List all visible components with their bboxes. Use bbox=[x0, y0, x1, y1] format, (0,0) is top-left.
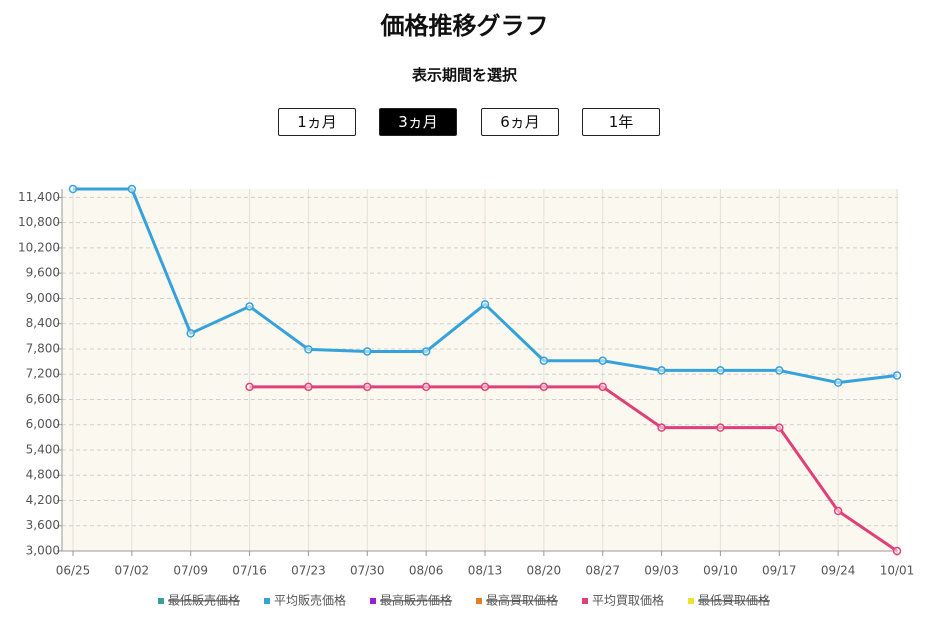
y-tick-label: 11,400 bbox=[18, 190, 60, 204]
legend-swatch bbox=[582, 598, 588, 604]
legend-swatch bbox=[476, 598, 482, 604]
period-button[interactable]: 6ヵ月 bbox=[481, 108, 559, 136]
x-tick-label: 07/16 bbox=[232, 564, 267, 578]
y-tick-label: 5,400 bbox=[26, 442, 60, 456]
x-tick-label: 07/09 bbox=[173, 564, 208, 578]
data-point bbox=[363, 382, 372, 392]
data-point bbox=[480, 382, 490, 392]
legend-label[interactable]: 平均買取価格 bbox=[592, 593, 664, 608]
y-tick-label: 7,200 bbox=[26, 367, 60, 381]
data-point bbox=[363, 347, 372, 356]
y-tick-label: 3,000 bbox=[26, 544, 60, 558]
legend-swatch bbox=[158, 598, 164, 604]
y-tick-label: 6,600 bbox=[26, 392, 60, 406]
period-label: 表示期間を選択 bbox=[411, 66, 517, 84]
data-point bbox=[539, 382, 549, 392]
x-tick-label: 07/02 bbox=[115, 564, 150, 578]
y-tick-label: 9,600 bbox=[26, 266, 60, 280]
data-point bbox=[657, 423, 666, 432]
data-point bbox=[892, 546, 902, 556]
data-point bbox=[127, 184, 137, 194]
x-tick-label: 08/06 bbox=[409, 564, 444, 578]
data-point bbox=[775, 366, 784, 375]
data-point bbox=[716, 423, 725, 432]
data-point bbox=[245, 382, 254, 392]
y-tick-label: 8,400 bbox=[26, 316, 60, 330]
data-point bbox=[598, 382, 607, 392]
data-point bbox=[186, 329, 195, 338]
data-point bbox=[598, 356, 607, 365]
data-point bbox=[68, 184, 78, 194]
x-tick-label: 09/03 bbox=[644, 564, 679, 578]
data-point bbox=[833, 506, 843, 516]
data-point bbox=[539, 356, 549, 365]
x-tick-label: 09/10 bbox=[703, 564, 738, 578]
y-tick-label: 4,800 bbox=[26, 468, 60, 482]
legend-swatch bbox=[688, 598, 694, 604]
period-button[interactable]: 1ヵ月 bbox=[278, 108, 356, 136]
x-tick-label: 07/30 bbox=[350, 564, 385, 578]
period-button[interactable]: 3ヵ月 bbox=[379, 108, 457, 136]
data-point bbox=[480, 300, 490, 309]
legend-label[interactable]: 最低販売価格 bbox=[168, 593, 240, 608]
x-tick-label: 08/20 bbox=[527, 564, 562, 578]
legend-label[interactable]: 最高買取価格 bbox=[486, 593, 558, 608]
data-point bbox=[716, 366, 725, 375]
x-tick-label: 08/27 bbox=[585, 564, 620, 578]
x-tick-label: 08/13 bbox=[468, 564, 503, 578]
page-title: 価格推移グラフ bbox=[380, 12, 549, 40]
data-point bbox=[833, 378, 843, 387]
legend-swatch bbox=[264, 598, 270, 604]
y-tick-label: 10,800 bbox=[18, 215, 60, 229]
legend-swatch bbox=[370, 598, 376, 604]
data-point bbox=[421, 382, 431, 392]
data-point bbox=[304, 345, 313, 354]
y-tick-label: 4,200 bbox=[26, 493, 60, 507]
period-button[interactable]: 1年 bbox=[582, 108, 660, 136]
series-line bbox=[249, 385, 898, 553]
data-point bbox=[775, 423, 784, 432]
data-point bbox=[245, 302, 254, 311]
y-tick-label: 9,000 bbox=[26, 291, 60, 305]
x-tick-label: 09/17 bbox=[762, 564, 797, 578]
y-tick-label: 6,000 bbox=[26, 417, 60, 431]
x-tick-label: 09/24 bbox=[821, 564, 856, 578]
legend-label[interactable]: 平均販売価格 bbox=[274, 593, 346, 608]
data-point bbox=[304, 382, 313, 392]
legend-label[interactable]: 最低買取価格 bbox=[698, 593, 770, 608]
data-point bbox=[657, 366, 666, 375]
y-tick-label: 10,200 bbox=[18, 240, 60, 254]
data-point bbox=[421, 347, 431, 356]
y-tick-label: 7,800 bbox=[26, 341, 60, 355]
x-tick-label: 07/23 bbox=[291, 564, 326, 578]
data-point bbox=[892, 371, 902, 380]
x-tick-label: 06/25 bbox=[56, 564, 91, 578]
x-tick-label: 10/01 bbox=[880, 564, 915, 578]
legend-label[interactable]: 最高販売価格 bbox=[380, 593, 452, 608]
y-tick-label: 3,600 bbox=[26, 518, 60, 532]
